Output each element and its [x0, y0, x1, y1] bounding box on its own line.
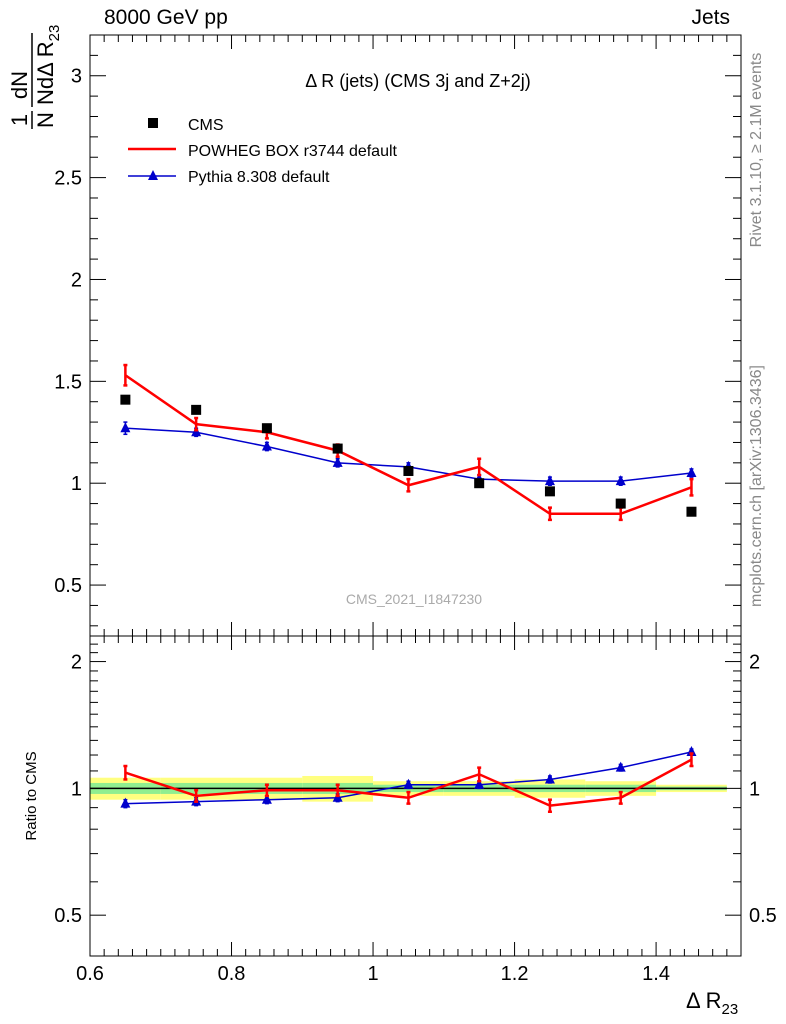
ylabel-prefix-den: N: [33, 112, 58, 128]
pythia-point: [544, 475, 555, 486]
ratio-ytick-label: 0.5: [54, 905, 82, 927]
powheg-line: [124, 374, 692, 516]
category-label: Jets: [691, 6, 730, 29]
main-ytick-label: 1.5: [54, 371, 82, 393]
main-ytick-label: 1: [71, 473, 82, 495]
analysis-watermark: CMS_2021_I1847230: [346, 591, 482, 607]
ratio-xtick-label: 0.6: [76, 963, 104, 985]
ratio-pythia-point: [474, 778, 485, 789]
x-axis-label-subscript: 23: [721, 1001, 738, 1018]
main-panel: 0.5 1 1.5 2 2.5 3 Δ R (jets) (CMS 3j and Z+2j)…: [7, 25, 742, 637]
cms-data-point: [120, 394, 131, 405]
x-axis-label: Δ R23: [686, 988, 738, 1018]
ylabel-denominator: NdΔ R23: [33, 25, 63, 105]
main-ytick-label: 2: [71, 269, 82, 291]
plot-title: Δ R (jets) (CMS 3j and Z+2j): [305, 71, 531, 91]
legend-powheg-label: POWHEG BOX r3744 default: [188, 143, 398, 160]
energy-label: 8000 GeV pp: [104, 6, 228, 29]
ratio-xtick-label: 1: [367, 963, 378, 985]
cms-data-point: [403, 465, 414, 476]
pythia-point: [332, 456, 343, 467]
ylabel-numerator: dN: [7, 71, 32, 99]
ratio-pythia-point: [686, 745, 697, 756]
ratio-xtick-label: 1.2: [501, 963, 529, 985]
ratio-ytick-label: 2: [71, 652, 82, 674]
cms-data-point: [544, 486, 555, 497]
ratio-xtick-label: 1.4: [642, 963, 670, 985]
mcplots-reference-label: mcplots.cern.ch [arXiv:1306.3436]: [748, 365, 765, 607]
cms-data-point: [615, 498, 626, 509]
ratio-ytick-label-right: 0.5: [749, 905, 777, 927]
cms-data-point: [686, 506, 697, 517]
cms-data-point: [191, 404, 202, 415]
main-ytick-label: 3: [71, 66, 82, 88]
main-ylabel: 1 NdN NdΔ R23: [7, 25, 63, 129]
legend-pythia-label: Pythia 8.308 default: [188, 169, 330, 186]
cms-data-point: [332, 443, 343, 454]
ylabel-prefix-num: 1: [7, 114, 32, 126]
cms-data-point: [261, 423, 272, 434]
ratio-panel: 0.5 0.5 1 1 2 2 0.6 0.8 1 1.2 1.4 Ratio to CMS Δ R23: [23, 635, 777, 1018]
ratio-pythia-point: [120, 797, 131, 808]
ratio-pythia-point: [544, 773, 555, 784]
ratio-xtick-label: 0.8: [218, 963, 246, 985]
ratio-ytick-label: 1: [71, 778, 82, 800]
pythia-point: [261, 440, 272, 451]
ratio-pythia-point: [403, 778, 414, 789]
main-ytick-label: 0.5: [54, 575, 82, 597]
legend-cms-label: CMS: [188, 117, 224, 134]
legend-cms-marker: [148, 118, 158, 128]
ratio-ytick-label-right: 2: [749, 652, 760, 674]
rivet-version-label: Rivet 3.1.10, ≥ 2.1M events: [748, 52, 765, 248]
pythia-point: [615, 475, 626, 486]
pythia-point: [120, 422, 131, 433]
legend-pythia-marker: [148, 170, 158, 180]
cms-data-point: [474, 478, 485, 489]
ratio-pythia-point: [615, 761, 626, 772]
ratio-ytick-label-right: 1: [749, 778, 760, 800]
ylabel-subscript: 23: [46, 25, 63, 42]
ratio-pythia-point: [261, 793, 272, 804]
main-ytick-label: 2.5: [54, 168, 82, 190]
ratio-ylabel: Ratio to CMS: [23, 751, 40, 840]
pythia-point: [686, 467, 697, 478]
